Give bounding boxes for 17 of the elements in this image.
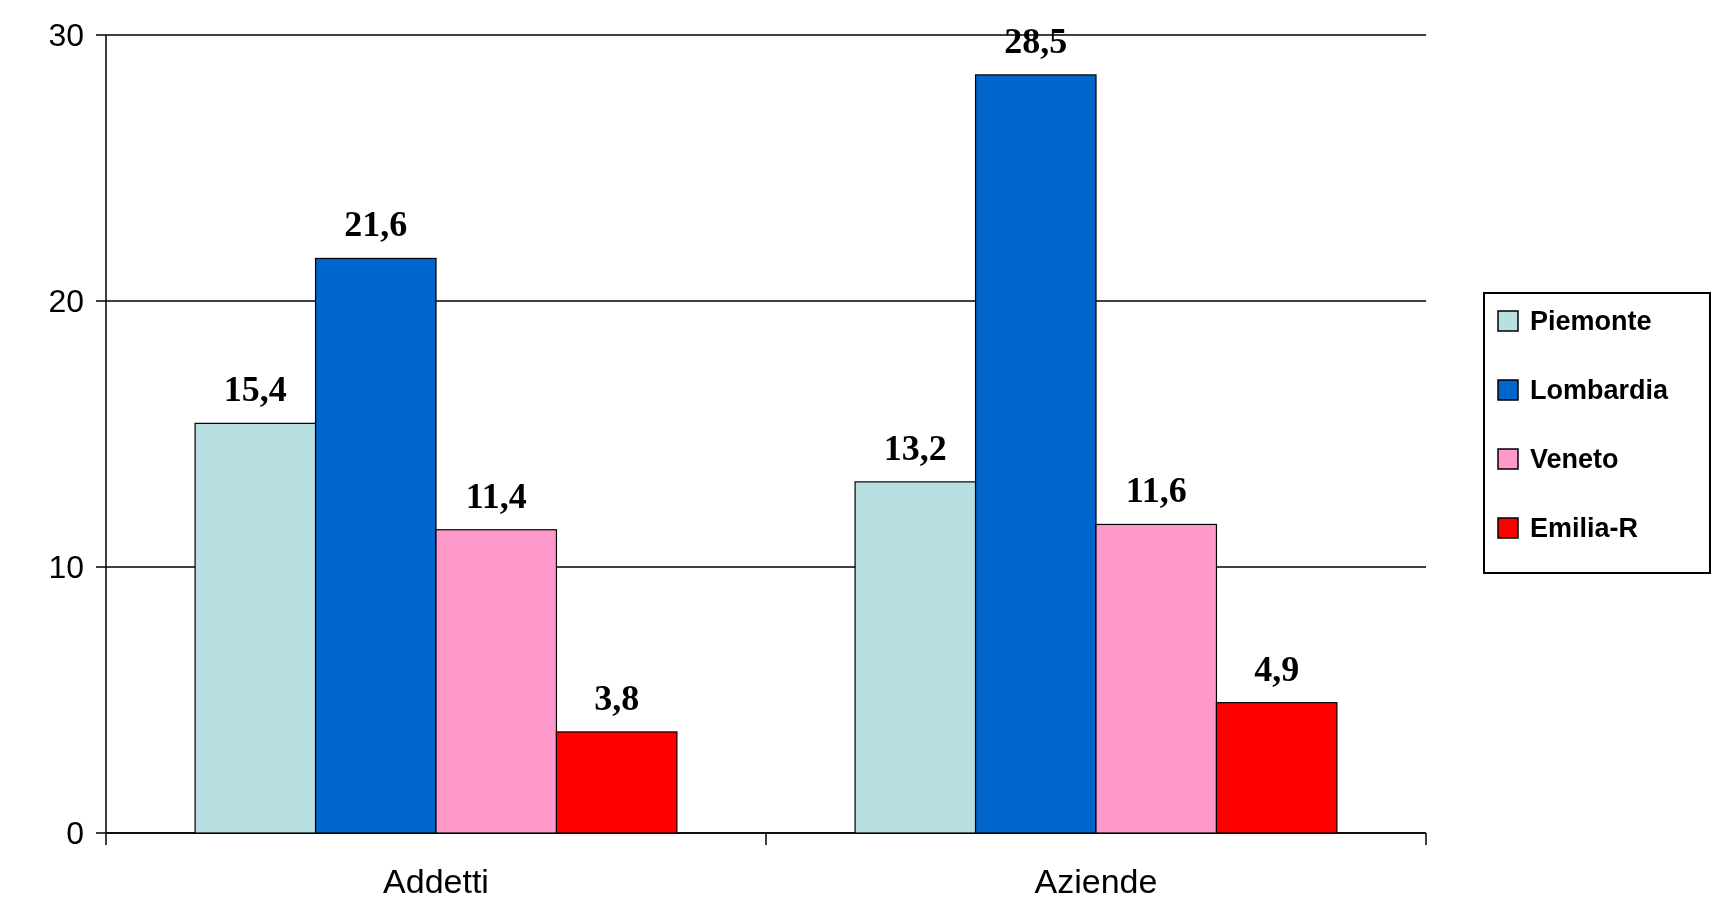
y-tick-label: 30 bbox=[48, 17, 84, 54]
data-label: 4,9 bbox=[1254, 648, 1300, 689]
x-tick-label: Aziende bbox=[1034, 862, 1158, 900]
y-tick-label: 20 bbox=[48, 283, 84, 320]
data-label: 3,8 bbox=[594, 677, 640, 718]
legend-label: Emilia-R bbox=[1530, 513, 1639, 544]
y-tick-label: 10 bbox=[48, 549, 84, 586]
y-tick-label: 0 bbox=[66, 815, 84, 852]
data-label: 15,4 bbox=[223, 369, 287, 410]
data-label: 11,6 bbox=[1125, 470, 1187, 511]
legend-label: Piemonte bbox=[1530, 306, 1652, 337]
legend-label: Lombardia bbox=[1530, 375, 1669, 406]
data-label: 21,6 bbox=[344, 204, 408, 245]
x-tick-label: Addetti bbox=[383, 862, 489, 900]
legend-label: Veneto bbox=[1530, 444, 1619, 475]
data-label: 13,2 bbox=[883, 427, 947, 468]
data-label: 11,4 bbox=[465, 475, 527, 516]
